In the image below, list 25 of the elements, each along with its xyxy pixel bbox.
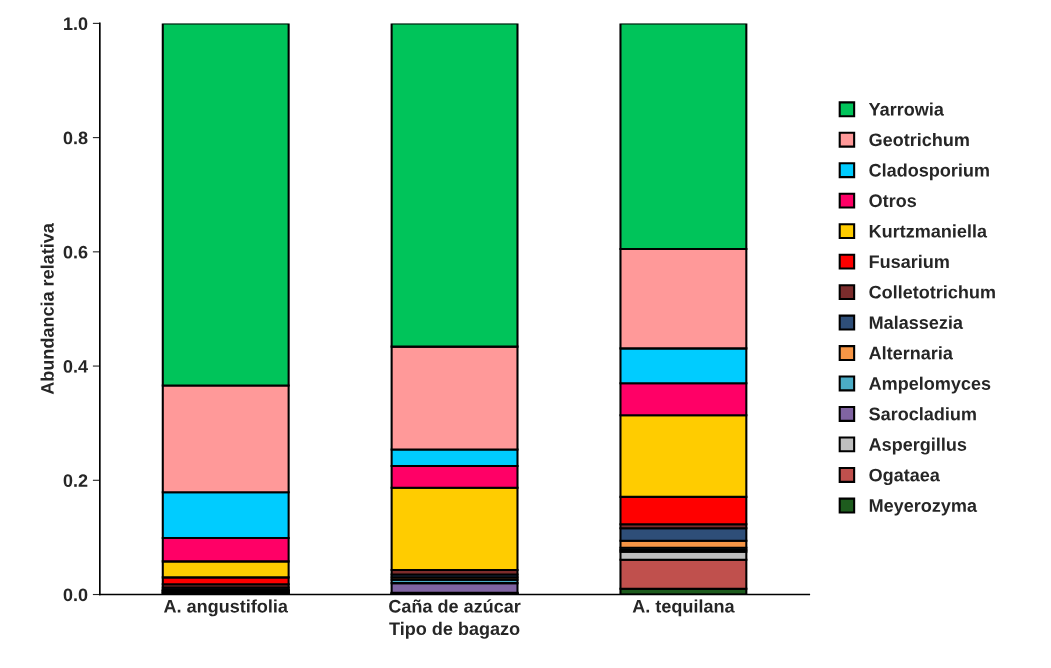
legend-label: Ogataea <box>869 468 940 486</box>
legend-label: Ampelomyces <box>869 376 991 394</box>
legend-label: Meyerozyma <box>869 499 978 516</box>
legend-label: Yarrowia <box>868 102 944 116</box>
y-tick-label: 0.0 <box>63 588 88 602</box>
legend-label: Otros <box>869 194 917 208</box>
legend-label: Aspergillus <box>869 437 967 455</box>
x-tick-label: A. angustifolia <box>163 599 289 617</box>
x-tick-label: A. tequilana <box>632 599 735 617</box>
y-tick-label: 0.6 <box>63 245 88 259</box>
legend-label: Sarocladium <box>869 407 976 421</box>
y-tick-label: 1.0 <box>64 17 88 31</box>
y-tick-label: 0.4 <box>63 360 88 373</box>
legend-label: Alternaria <box>869 346 953 360</box>
legend-label: Cladosporium <box>869 163 989 181</box>
legend-label: Fusarium <box>869 254 949 269</box>
x-tick-label: Caña de azúcar <box>389 599 521 613</box>
x-axis-title: Tipo de bagazo <box>389 621 520 639</box>
legend-label: Geotrichum <box>869 132 969 147</box>
y-tick-label: 0.2 <box>63 474 88 488</box>
legend-label: Colletotrichum <box>869 285 995 299</box>
y-tick-label: 0.8 <box>63 131 88 145</box>
legend-label: Malassezia <box>869 315 964 329</box>
y-axis-title: Abundancia relativa <box>40 223 54 395</box>
legend-label: Kurtzmaniella <box>869 224 988 238</box>
